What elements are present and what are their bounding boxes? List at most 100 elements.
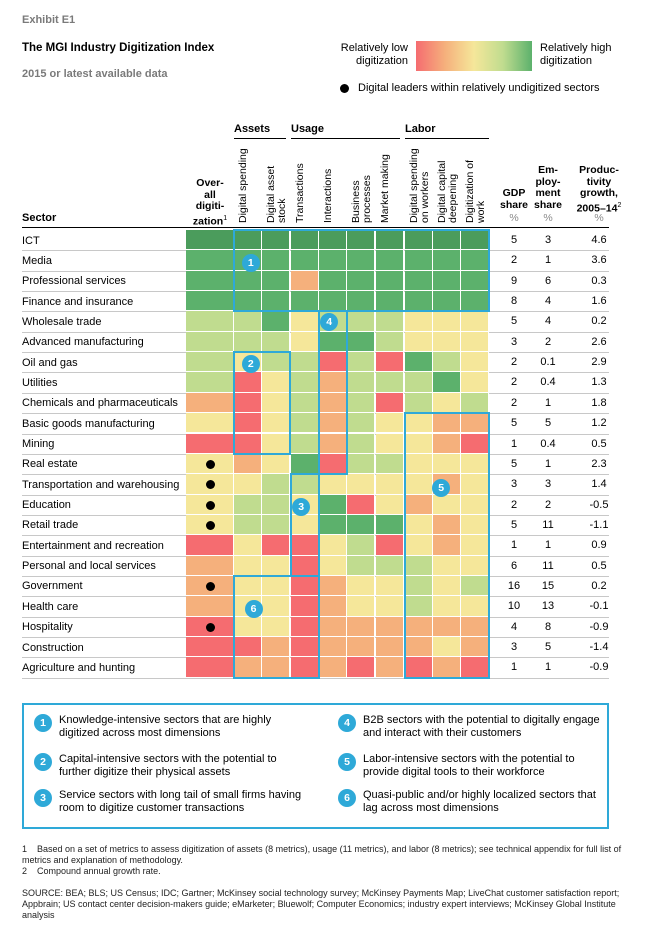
sector-label: Professional services xyxy=(22,275,126,288)
heatmap-cell xyxy=(347,616,375,637)
heatmap-cell xyxy=(461,311,489,332)
heatmap-cell xyxy=(291,230,319,251)
heatmap-cell xyxy=(433,575,461,597)
heatmap-cell xyxy=(262,250,290,271)
value-productivity-growth: -1.4 xyxy=(589,641,609,653)
value-gdp-share: 2 xyxy=(510,376,518,389)
heatmap-cell xyxy=(405,331,433,353)
heatmap-cell xyxy=(347,494,375,515)
value-employment-share: 0.4 xyxy=(540,376,556,389)
heatmap-cell xyxy=(376,230,404,251)
heatmap-cell xyxy=(433,433,461,454)
cluster-4-outline xyxy=(318,310,348,476)
heatmap-cell xyxy=(319,494,347,515)
heatmap-cell xyxy=(405,230,433,251)
digital-leader-dot xyxy=(206,480,215,490)
heatmap-cell xyxy=(405,311,433,332)
heatmap-cell xyxy=(234,413,262,434)
footnote-2-text: Compound annual growth rate. xyxy=(37,866,161,876)
value-gdp-share: 5 xyxy=(510,457,518,470)
sector-label: Entertainment and recreation xyxy=(22,539,164,552)
heatmap-cell xyxy=(376,413,404,434)
heatmap-cell xyxy=(376,575,404,597)
heatmap-cell xyxy=(376,270,404,292)
cluster-legend-text: Quasi-public and/or highly localized sec… xyxy=(363,789,596,814)
heatmap-cell xyxy=(376,250,404,271)
cluster-legend-text: Labor-intensive sectors with the potenti… xyxy=(363,753,575,778)
heatmap-cell xyxy=(262,270,290,292)
heatmap-cell xyxy=(347,657,375,678)
heatmap-cell xyxy=(347,596,375,617)
value-employment-share: 1 xyxy=(544,396,552,409)
value-gdp-share: 3 xyxy=(510,335,518,348)
metric-header: Digital capital deepening xyxy=(433,143,459,223)
heatmap-cell xyxy=(405,453,433,475)
heatmap-cell xyxy=(347,535,375,556)
heatmap-cell xyxy=(405,637,433,658)
heatmap-cell xyxy=(234,453,262,475)
sector-label: Chemicals and pharmaceuticals xyxy=(22,397,178,410)
cluster-number-badge: 4 xyxy=(338,714,356,732)
header-gdp: GDP share xyxy=(499,187,529,211)
heatmap-cell xyxy=(319,250,347,271)
group-assets-line xyxy=(234,138,286,139)
sector-label: Transportation and warehousing xyxy=(22,478,180,491)
heatmap-cell xyxy=(347,453,375,475)
value-employment-share: 1 xyxy=(544,457,552,470)
value-employment-share: 1 xyxy=(544,539,552,552)
heatmap-cell xyxy=(433,453,461,475)
value-gdp-share: 3 xyxy=(510,478,518,491)
sector-label: Basic goods manufacturing xyxy=(22,417,155,430)
heatmap-cell xyxy=(376,433,404,454)
footnote-2: 2 Compound annual growth rate. xyxy=(22,866,161,877)
heatmap-cell xyxy=(234,535,262,556)
value-employment-share: 11 xyxy=(542,559,554,572)
page-subtitle: 2015 or latest available data xyxy=(22,68,168,80)
heatmap-cell xyxy=(405,372,433,393)
heatmap-cell xyxy=(405,250,433,271)
header-rule xyxy=(22,227,609,228)
value-productivity-growth: 4.6 xyxy=(591,234,607,246)
value-productivity-growth: 2.3 xyxy=(591,457,607,470)
heatmap-cell xyxy=(319,474,347,495)
cluster-1-badge: 1 xyxy=(241,253,260,272)
heatmap-cell xyxy=(405,413,433,434)
metric-header: Digitization of work xyxy=(461,143,487,223)
header-sector: Sector xyxy=(22,212,57,224)
heatmap-cell xyxy=(405,616,433,637)
value-gdp-share: 2 xyxy=(510,254,518,267)
heatmap-cell xyxy=(262,575,290,597)
heatmap-cell xyxy=(319,514,347,536)
metric-header: Transactions xyxy=(291,143,317,223)
heatmap-cell xyxy=(461,372,489,393)
heatmap-cell xyxy=(433,392,461,414)
heatmap-cell xyxy=(319,230,347,251)
heatmap-cell xyxy=(291,250,319,271)
heatmap-cell xyxy=(262,596,290,617)
heatmap-cell xyxy=(347,250,375,271)
heatmap-cell xyxy=(319,535,347,556)
heatmap-cell xyxy=(376,637,404,658)
heatmap-cell xyxy=(291,413,319,434)
metric-header: Digital spending xyxy=(234,143,260,223)
value-gdp-share: 1 xyxy=(510,661,518,674)
heatmap-cell xyxy=(433,494,461,515)
cluster-5-outline xyxy=(404,412,490,679)
heatmap-cell xyxy=(234,311,262,332)
heatmap-cell xyxy=(291,352,319,373)
metric-header-text: Digitization of work xyxy=(464,159,487,223)
header-prod: Produc- tivity growth, 2005–142 xyxy=(568,164,630,215)
heatmap-cell xyxy=(433,311,461,332)
heatmap-cell xyxy=(186,637,234,658)
sector-label: Education xyxy=(22,499,71,512)
cluster-number-badge: 3 xyxy=(34,789,52,807)
heatmap-cell xyxy=(347,352,375,373)
heatmap-cell xyxy=(405,575,433,597)
pct-prod: % xyxy=(594,212,604,224)
value-productivity-growth: 1.6 xyxy=(591,295,607,308)
cluster-4-badge: 4 xyxy=(320,312,339,331)
heatmap-cell xyxy=(186,331,234,353)
value-gdp-share: 3 xyxy=(510,641,518,653)
heatmap-cell xyxy=(347,555,375,576)
value-employment-share: 3 xyxy=(544,234,552,246)
